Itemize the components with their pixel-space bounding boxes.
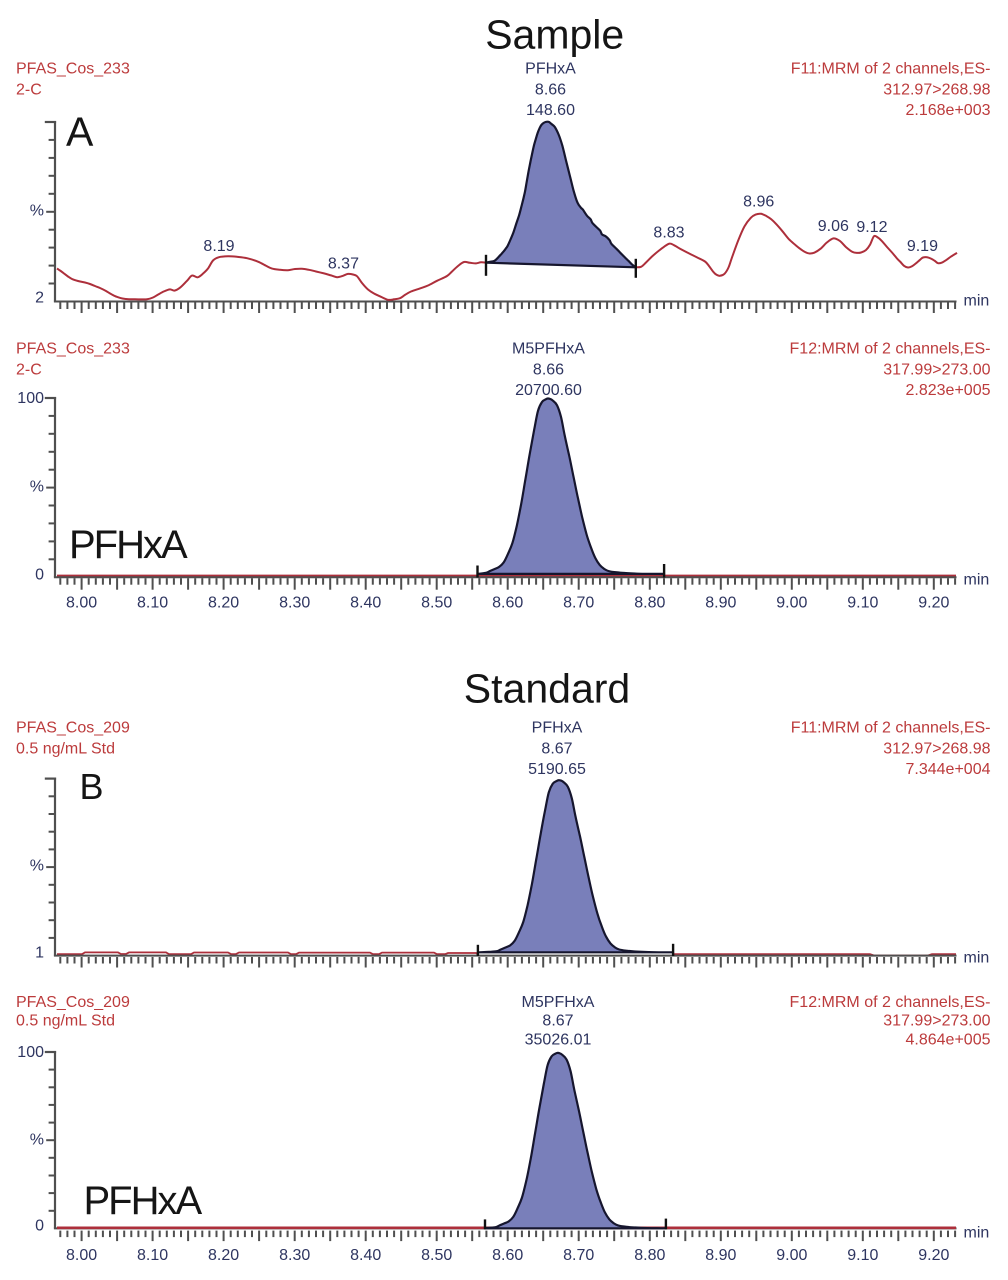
svg-text:8.40: 8.40	[350, 1247, 381, 1264]
svg-text:8.83: 8.83	[653, 225, 684, 242]
svg-text:M5PFHxA: M5PFHxA	[512, 341, 585, 358]
svg-text:2.823e+005: 2.823e+005	[906, 382, 991, 399]
svg-text:7.344e+004: 7.344e+004	[906, 761, 991, 778]
svg-text:317.99>273.00: 317.99>273.00	[883, 1013, 990, 1030]
svg-text:2: 2	[35, 290, 44, 307]
svg-text:Sample: Sample	[485, 12, 624, 58]
svg-text:1: 1	[35, 945, 44, 962]
svg-text:8.37: 8.37	[328, 256, 359, 273]
svg-text:9.19: 9.19	[907, 238, 938, 255]
svg-text:PFAS_Cos_233: PFAS_Cos_233	[16, 341, 130, 358]
svg-text:100: 100	[17, 390, 44, 407]
svg-text:9.06: 9.06	[818, 218, 849, 235]
svg-text:8.66: 8.66	[533, 361, 564, 378]
svg-text:9.20: 9.20	[918, 1247, 949, 1264]
svg-text:8.50: 8.50	[421, 1247, 452, 1264]
svg-text:%: %	[30, 1132, 44, 1149]
svg-text:5190.65: 5190.65	[528, 761, 586, 778]
svg-text:8.90: 8.90	[705, 1247, 736, 1264]
svg-text:35026.01: 35026.01	[525, 1032, 592, 1049]
svg-text:PFHxA: PFHxA	[69, 523, 188, 567]
svg-text:8.96: 8.96	[743, 194, 774, 211]
svg-text:100: 100	[17, 1044, 44, 1061]
svg-text:PFHxA: PFHxA	[525, 61, 576, 78]
svg-text:8.20: 8.20	[208, 1247, 239, 1264]
svg-text:8.66: 8.66	[535, 81, 566, 98]
svg-text:8.67: 8.67	[541, 740, 572, 757]
svg-text:PFHxA: PFHxA	[84, 1179, 203, 1223]
svg-text:min: min	[964, 950, 990, 967]
svg-text:8.90: 8.90	[705, 595, 736, 612]
svg-text:F11:MRM of 2 channels,ES-: F11:MRM of 2 channels,ES-	[791, 61, 991, 78]
svg-text:%: %	[30, 203, 44, 220]
svg-text:312.97>268.98: 312.97>268.98	[883, 740, 990, 757]
svg-text:148.60: 148.60	[526, 102, 575, 119]
svg-text:PFHxA: PFHxA	[532, 720, 583, 737]
svg-text:PFAS_Cos_209: PFAS_Cos_209	[16, 994, 130, 1011]
svg-text:%: %	[30, 479, 44, 496]
svg-text:8.00: 8.00	[66, 595, 97, 612]
svg-text:8.00: 8.00	[66, 1247, 97, 1264]
svg-text:2.168e+003: 2.168e+003	[906, 102, 991, 119]
svg-text:M5PFHxA: M5PFHxA	[522, 994, 595, 1011]
svg-text:min: min	[964, 293, 990, 310]
svg-text:312.97>268.98: 312.97>268.98	[883, 81, 990, 98]
svg-text:F12:MRM of 2 channels,ES-: F12:MRM of 2 channels,ES-	[790, 994, 991, 1011]
svg-text:min: min	[964, 1225, 990, 1242]
svg-text:8.19: 8.19	[203, 238, 234, 255]
svg-text:9.20: 9.20	[918, 595, 949, 612]
svg-text:B: B	[80, 766, 104, 807]
svg-text:4.864e+005: 4.864e+005	[906, 1032, 991, 1049]
svg-text:F12:MRM of 2 channels,ES-: F12:MRM of 2 channels,ES-	[790, 341, 991, 358]
svg-text:8.60: 8.60	[492, 595, 523, 612]
svg-text:317.99>273.00: 317.99>273.00	[883, 361, 990, 378]
svg-text:8.40: 8.40	[350, 595, 381, 612]
svg-text:2-C: 2-C	[16, 361, 42, 378]
svg-text:8.80: 8.80	[634, 1247, 665, 1264]
svg-text:8.10: 8.10	[137, 595, 168, 612]
svg-text:min: min	[964, 572, 990, 589]
svg-text:0: 0	[35, 1218, 44, 1235]
svg-text:F11:MRM of 2 channels,ES-: F11:MRM of 2 channels,ES-	[791, 720, 991, 737]
svg-text:8.30: 8.30	[279, 595, 310, 612]
svg-text:9.10: 9.10	[847, 1247, 878, 1264]
svg-text:20700.60: 20700.60	[515, 382, 582, 399]
svg-text:8.30: 8.30	[279, 1247, 310, 1264]
svg-text:0: 0	[35, 567, 44, 584]
svg-text:2-C: 2-C	[16, 81, 42, 98]
svg-text:%: %	[30, 858, 44, 875]
svg-text:8.20: 8.20	[208, 595, 239, 612]
svg-text:9.12: 9.12	[856, 219, 887, 236]
svg-text:PFAS_Cos_233: PFAS_Cos_233	[16, 61, 130, 78]
svg-text:8.10: 8.10	[137, 1247, 168, 1264]
svg-text:0.5 ng/mL Std: 0.5 ng/mL Std	[16, 1013, 115, 1030]
svg-text:8.60: 8.60	[492, 1247, 523, 1264]
svg-text:PFAS_Cos_209: PFAS_Cos_209	[16, 720, 130, 737]
svg-text:8.67: 8.67	[542, 1013, 573, 1030]
svg-text:8.80: 8.80	[634, 595, 665, 612]
svg-text:8.50: 8.50	[421, 595, 452, 612]
svg-text:9.00: 9.00	[776, 595, 807, 612]
svg-text:Standard: Standard	[464, 666, 630, 712]
svg-text:9.00: 9.00	[776, 1247, 807, 1264]
svg-text:8.70: 8.70	[563, 595, 594, 612]
svg-text:8.70: 8.70	[563, 1247, 594, 1264]
svg-text:9.10: 9.10	[847, 595, 878, 612]
svg-text:A: A	[66, 109, 94, 155]
svg-text:0.5 ng/mL Std: 0.5 ng/mL Std	[16, 740, 115, 757]
